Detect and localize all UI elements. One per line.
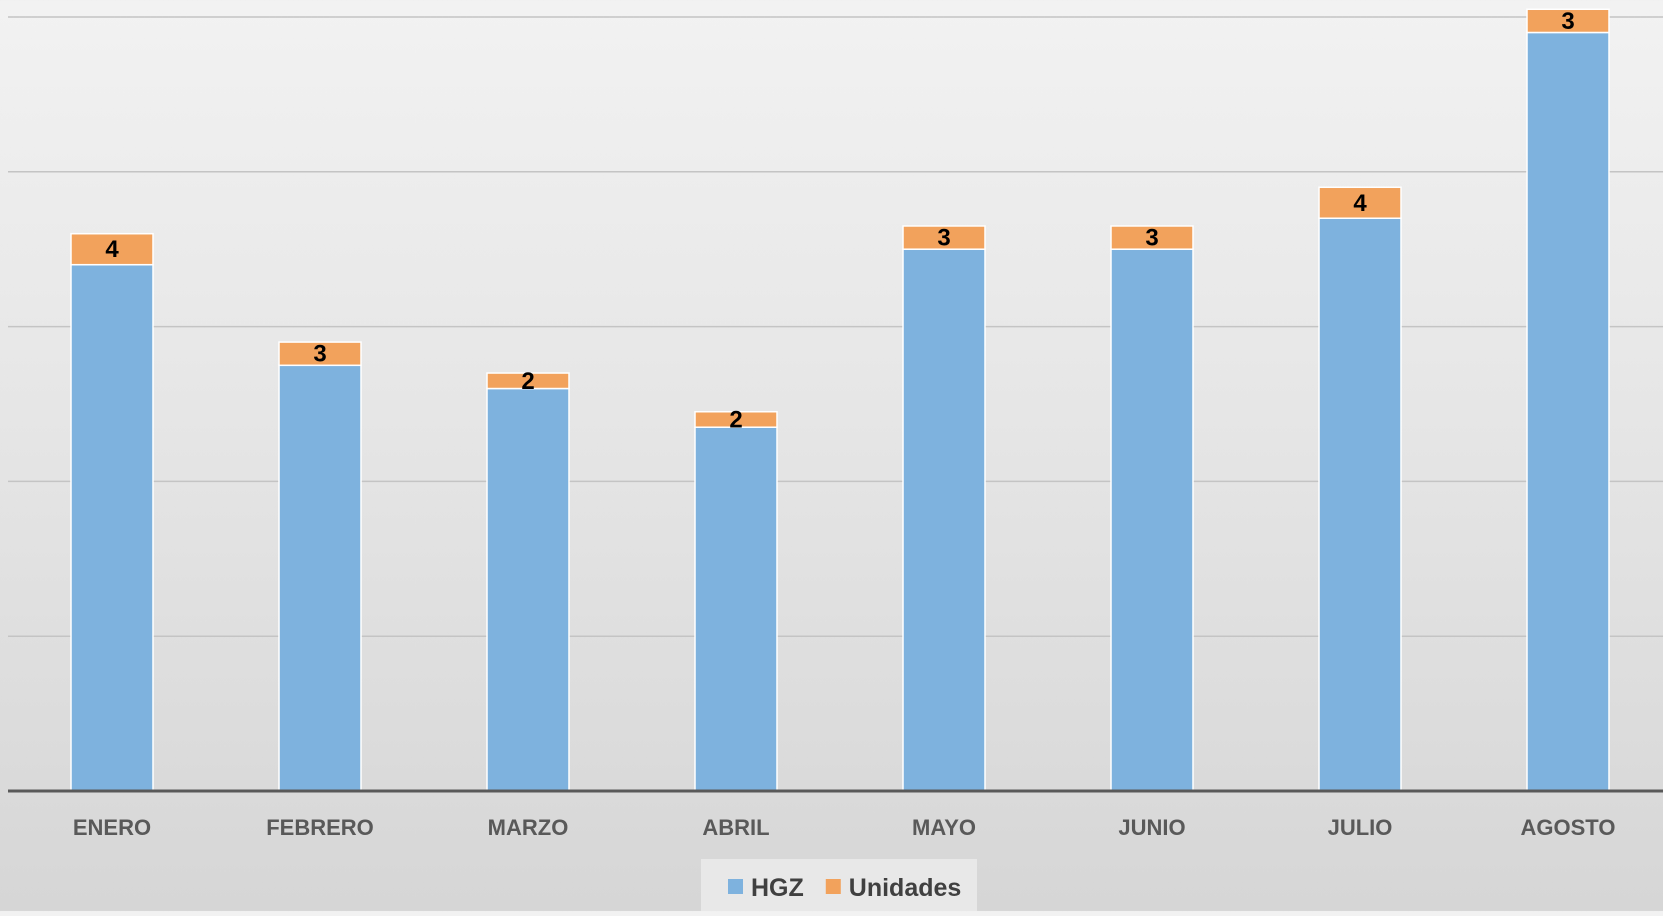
bar-unidades-marzo: [486, 372, 570, 390]
category-label-marzo: MARZO: [488, 815, 569, 840]
bar-hgz-febrero: [278, 364, 362, 792]
bar-hgz-mayo: [902, 248, 986, 792]
category-label-febrero: FEBRERO: [266, 815, 374, 840]
legend: HGZ Unidades: [701, 859, 977, 911]
bar-hgz-abril: [694, 426, 778, 792]
bar-layer: [70, 8, 1610, 792]
bar-unidades-febrero: [278, 341, 362, 367]
label-layer: 4 ENERO 3 FEBRERO 2 MARZO 2 ABRIL 3 MAYO 3 JUNIO 4 JU…: [73, 8, 1616, 840]
legend-swatch-hgz: [728, 879, 743, 894]
category-label-mayo: MAYO: [912, 815, 976, 840]
category-label-enero: ENERO: [73, 815, 151, 840]
bar-hgz-junio: [1110, 248, 1194, 792]
category-label-junio: JUNIO: [1118, 815, 1185, 840]
data-label-unidades-abril: 2: [729, 406, 742, 433]
data-label-unidades-febrero: 3: [313, 341, 326, 368]
bar-hgz-enero: [70, 263, 154, 792]
legend-label-unidades: Unidades: [849, 874, 962, 902]
bar-unidades-junio: [1110, 225, 1194, 250]
data-label-unidades-enero: 4: [105, 236, 119, 263]
bar-hgz-marzo: [486, 387, 570, 792]
legend-label-hgz: HGZ: [751, 874, 804, 902]
category-label-abril: ABRIL: [702, 815, 769, 840]
data-label-unidades-agosto: 3: [1561, 8, 1574, 35]
grid-layer: [8, 16, 1663, 637]
bar-unidades-abril: [694, 410, 778, 428]
bar-unidades-julio: [1318, 186, 1402, 219]
bar-hgz-agosto: [1526, 31, 1610, 792]
category-label-agosto: AGOSTO: [1521, 815, 1616, 840]
bar-unidades-mayo: [902, 225, 986, 250]
bar-unidades-enero: [70, 232, 154, 266]
category-label-julio: JULIO: [1328, 815, 1393, 840]
data-label-unidades-mayo: 3: [937, 225, 950, 252]
data-label-unidades-julio: 4: [1353, 190, 1367, 217]
data-label-unidades-junio: 3: [1145, 225, 1158, 252]
data-label-unidades-marzo: 2: [521, 368, 534, 395]
legend-swatch-unidades: [825, 879, 841, 894]
bar-hgz-julio: [1318, 217, 1402, 792]
bar-unidades-agosto: [1526, 8, 1610, 34]
